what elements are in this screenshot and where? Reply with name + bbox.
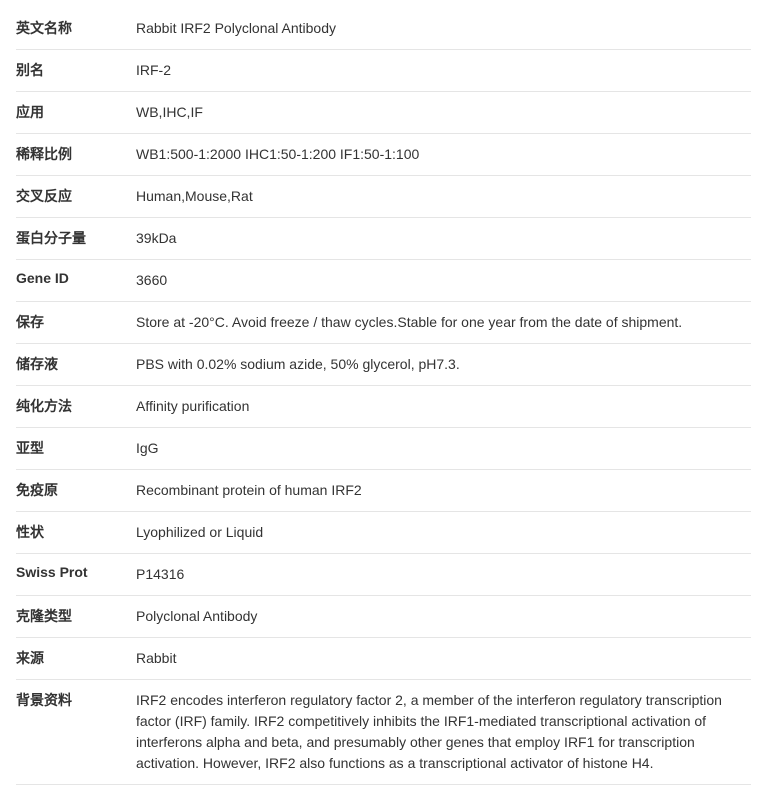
table-row: 来源Rabbit bbox=[16, 638, 751, 680]
table-row: 亚型IgG bbox=[16, 428, 751, 470]
row-label: 英文名称 bbox=[16, 8, 136, 50]
row-value: P14316 bbox=[136, 554, 751, 596]
row-label: 来源 bbox=[16, 638, 136, 680]
product-spec-table: 英文名称Rabbit IRF2 Polyclonal Antibody 别名IR… bbox=[16, 8, 751, 785]
table-row: 别名IRF-2 bbox=[16, 50, 751, 92]
row-value: Polyclonal Antibody bbox=[136, 596, 751, 638]
table-row: 蛋白分子量39kDa bbox=[16, 218, 751, 260]
row-label: 性状 bbox=[16, 512, 136, 554]
row-label: 稀释比例 bbox=[16, 134, 136, 176]
row-value: Affinity purification bbox=[136, 386, 751, 428]
row-label: 蛋白分子量 bbox=[16, 218, 136, 260]
row-label: 别名 bbox=[16, 50, 136, 92]
row-label: 克隆类型 bbox=[16, 596, 136, 638]
row-value: IRF2 encodes interferon regulatory facto… bbox=[136, 680, 751, 785]
table-row: 英文名称Rabbit IRF2 Polyclonal Antibody bbox=[16, 8, 751, 50]
row-value: Rabbit bbox=[136, 638, 751, 680]
table-row: 储存液PBS with 0.02% sodium azide, 50% glyc… bbox=[16, 344, 751, 386]
table-row: 保存Store at -20°C. Avoid freeze / thaw cy… bbox=[16, 302, 751, 344]
row-label: 保存 bbox=[16, 302, 136, 344]
row-value: WB1:500-1:2000 IHC1:50-1:200 IF1:50-1:10… bbox=[136, 134, 751, 176]
row-label: 亚型 bbox=[16, 428, 136, 470]
row-label: Gene ID bbox=[16, 260, 136, 302]
row-label: 免疫原 bbox=[16, 470, 136, 512]
table-row: Swiss ProtP14316 bbox=[16, 554, 751, 596]
row-label: Swiss Prot bbox=[16, 554, 136, 596]
table-row: 免疫原Recombinant protein of human IRF2 bbox=[16, 470, 751, 512]
row-label: 交叉反应 bbox=[16, 176, 136, 218]
table-row: 背景资料IRF2 encodes interferon regulatory f… bbox=[16, 680, 751, 785]
row-value: WB,IHC,IF bbox=[136, 92, 751, 134]
row-value: Lyophilized or Liquid bbox=[136, 512, 751, 554]
table-row: 交叉反应Human,Mouse,Rat bbox=[16, 176, 751, 218]
row-value: Rabbit IRF2 Polyclonal Antibody bbox=[136, 8, 751, 50]
table-row: 性状Lyophilized or Liquid bbox=[16, 512, 751, 554]
row-value: PBS with 0.02% sodium azide, 50% glycero… bbox=[136, 344, 751, 386]
row-value: 3660 bbox=[136, 260, 751, 302]
row-label: 应用 bbox=[16, 92, 136, 134]
row-label: 背景资料 bbox=[16, 680, 136, 785]
row-value: IgG bbox=[136, 428, 751, 470]
row-value: IRF-2 bbox=[136, 50, 751, 92]
table-row: 纯化方法Affinity purification bbox=[16, 386, 751, 428]
row-value: Human,Mouse,Rat bbox=[136, 176, 751, 218]
table-row: 克隆类型Polyclonal Antibody bbox=[16, 596, 751, 638]
row-label: 储存液 bbox=[16, 344, 136, 386]
row-value: Recombinant protein of human IRF2 bbox=[136, 470, 751, 512]
table-row: 稀释比例WB1:500-1:2000 IHC1:50-1:200 IF1:50-… bbox=[16, 134, 751, 176]
row-value: 39kDa bbox=[136, 218, 751, 260]
table-row: Gene ID3660 bbox=[16, 260, 751, 302]
table-row: 应用WB,IHC,IF bbox=[16, 92, 751, 134]
row-label: 纯化方法 bbox=[16, 386, 136, 428]
spec-table-body: 英文名称Rabbit IRF2 Polyclonal Antibody 别名IR… bbox=[16, 8, 751, 785]
row-value: Store at -20°C. Avoid freeze / thaw cycl… bbox=[136, 302, 751, 344]
